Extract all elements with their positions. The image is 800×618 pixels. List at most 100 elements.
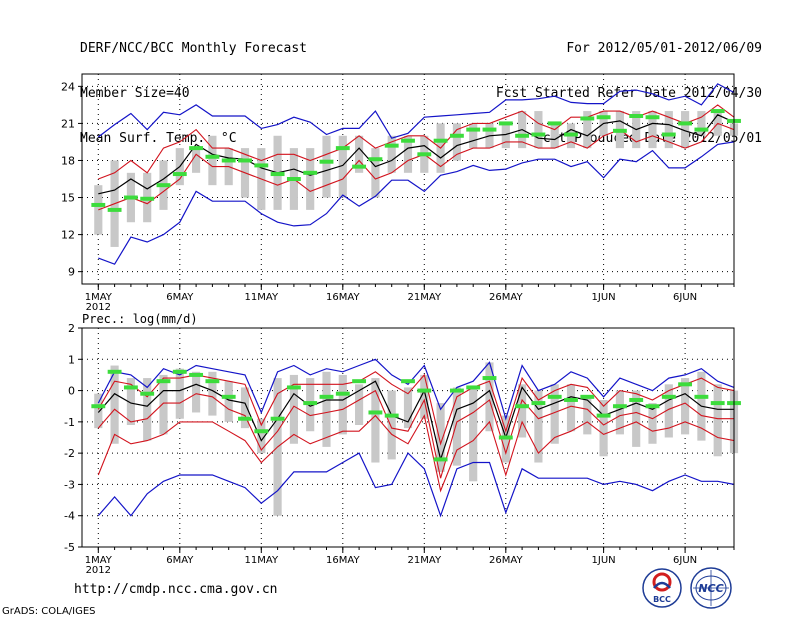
y-tick-label: 21 xyxy=(61,117,75,130)
x-tick-label: 1MAY xyxy=(85,555,113,566)
x-tick-label: 26MAY xyxy=(489,555,523,566)
spread-box xyxy=(485,362,494,432)
ensemble-marker xyxy=(352,164,367,169)
spread-box xyxy=(697,111,706,136)
spread-box xyxy=(550,384,559,444)
y-tick-label: 1 xyxy=(68,353,75,366)
ensemble-marker xyxy=(286,177,301,181)
x-tick-label: 11MAY xyxy=(245,555,279,566)
footer-url: http://cmdp.ncc.cma.gov.cn xyxy=(74,582,278,597)
x-tick-label: 6JUN xyxy=(673,292,697,303)
spread-box xyxy=(159,374,168,435)
ensemble-marker xyxy=(580,116,595,121)
spread-box xyxy=(403,135,413,173)
ensemble-marker xyxy=(433,457,448,462)
spread-box xyxy=(322,135,331,198)
forecast-period: For 2012/05/01-2012/06/09 xyxy=(566,41,762,56)
spread-box xyxy=(338,374,347,435)
spread-box xyxy=(355,384,364,425)
y-tick-label: 12 xyxy=(61,229,75,242)
spread-box xyxy=(240,387,250,429)
spread-box xyxy=(387,135,396,173)
member-size: Member Size=40 xyxy=(80,86,190,101)
ensemble-marker xyxy=(629,397,644,402)
ensemble-marker xyxy=(401,138,415,143)
ensemble-marker xyxy=(661,132,676,137)
ensemble-marker xyxy=(368,157,383,162)
ensemble-marker xyxy=(449,388,464,393)
ensemble-marker xyxy=(156,183,171,188)
ensemble-marker xyxy=(91,404,106,409)
x-tick-label: 1MAY xyxy=(85,292,113,303)
ensemble-marker xyxy=(531,132,546,137)
spread-box xyxy=(306,148,315,210)
ensemble-marker xyxy=(515,404,530,409)
ensemble-marker xyxy=(189,146,204,151)
ensemble-marker xyxy=(482,376,497,381)
spread-box xyxy=(192,148,201,173)
spread-box xyxy=(632,390,641,447)
ensemble-marker xyxy=(417,152,432,157)
ensemble-marker xyxy=(710,109,725,114)
ensemble-marker xyxy=(564,397,578,402)
spread-box xyxy=(648,111,657,149)
spread-box xyxy=(681,378,690,435)
ensemble-marker xyxy=(466,385,481,390)
spread-box xyxy=(452,387,461,466)
spread-box xyxy=(681,111,690,149)
ensemble-marker xyxy=(254,429,269,434)
spread-box xyxy=(322,371,331,447)
x-tick-label: 1JUN xyxy=(592,292,616,303)
spread-box xyxy=(436,403,445,472)
ensemble-marker xyxy=(547,394,562,399)
lower-line xyxy=(97,389,734,479)
spread-box xyxy=(289,374,298,444)
spread-box xyxy=(534,390,543,463)
spread-box xyxy=(403,387,413,429)
ensemble-marker xyxy=(466,127,481,132)
spread-box xyxy=(208,135,217,186)
ensemble-marker xyxy=(547,121,562,126)
spread-box xyxy=(371,148,380,198)
ensemble-marker xyxy=(645,115,660,120)
grads-credit: GrADS: COLA/IGES xyxy=(2,606,96,617)
ensemble-marker xyxy=(417,388,432,393)
spread-box xyxy=(534,111,543,149)
ensemble-marker xyxy=(335,146,350,151)
y-tick-label: 9 xyxy=(68,266,75,279)
mean-line xyxy=(98,114,735,195)
x-tick-label: 26MAY xyxy=(489,292,523,303)
upper-line xyxy=(98,104,735,180)
ensemble-marker xyxy=(384,143,399,148)
lowest-line xyxy=(97,414,735,493)
ensemble-marker xyxy=(596,413,611,418)
ensemble-marker xyxy=(482,127,497,132)
x-tick-label: 16MAY xyxy=(326,292,360,303)
spread-box xyxy=(338,135,347,198)
ensemble-marker xyxy=(449,133,464,138)
ensemble-marker xyxy=(629,114,644,118)
ensemble-marker xyxy=(498,121,513,126)
spread-box xyxy=(469,387,478,482)
ensemble-marker xyxy=(221,394,236,399)
spread-box xyxy=(648,403,657,444)
spread-box xyxy=(192,371,201,413)
ensemble-marker xyxy=(91,202,106,207)
spread-box xyxy=(501,123,510,149)
ensemble-marker xyxy=(303,401,318,406)
ensemble-marker xyxy=(678,121,693,126)
y-tick-label: -1 xyxy=(64,416,75,429)
spread-box xyxy=(664,384,673,438)
ensemble-marker xyxy=(564,132,578,137)
ensemble-marker xyxy=(205,154,220,159)
max-line xyxy=(97,358,735,421)
max-line xyxy=(97,83,735,139)
ensemble-marker xyxy=(303,170,318,175)
y-tick-label: -3 xyxy=(64,478,75,491)
spread-box xyxy=(175,368,184,419)
spread-box xyxy=(583,111,592,149)
y-tick-label: 15 xyxy=(61,192,75,205)
bcc-logo: BCC xyxy=(642,568,682,608)
